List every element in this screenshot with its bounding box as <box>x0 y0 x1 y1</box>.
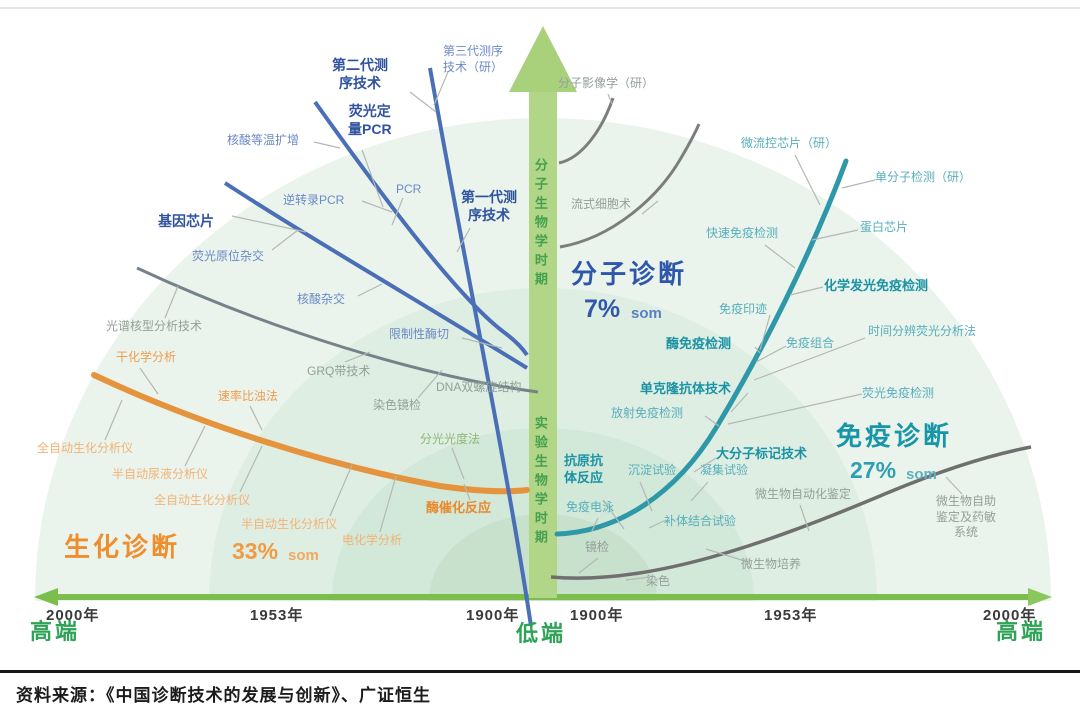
electrochemical-analysis-label: 电化学分析 <box>342 533 403 547</box>
semi-auto-urine-analyzer-label: 半自动尿液分析仪 <box>112 467 209 481</box>
biochem-som-label: som <box>288 547 319 564</box>
radioimmunoassay-label: 放射免疫检测 <box>611 406 684 420</box>
auto-biochem-analyzer-2-label: 全自动生化分析仪 <box>154 493 251 507</box>
molecular-imaging-branch <box>558 97 615 165</box>
immune-branch <box>554 158 849 537</box>
nucleic-acid-hybridization-label: 核酸杂交 <box>297 292 346 306</box>
first-gen-sequencing-label: 第一代测 序技术 <box>461 189 517 224</box>
rapid-immunoassay-label: 快速免疫检测 <box>706 226 779 240</box>
biochem-category-label: 生化诊断 <box>64 532 181 562</box>
microbial-culture-label: 微生物培养 <box>741 557 802 571</box>
biochemical-branch <box>91 372 530 495</box>
axis-year-1953-left: 1953年 <box>250 607 304 624</box>
immunoelectrophoresis-label: 免疫电泳 <box>566 500 615 514</box>
macromolecule-labeling-label: 大分子标记技术 <box>716 446 808 461</box>
era-molecular-label: 分子生物学时期 <box>532 158 548 291</box>
flow-cytometry-branch <box>559 123 701 249</box>
fishbone-curves-canvas <box>0 26 1080 668</box>
staining-microscopy-label: 染色镜检 <box>373 398 422 412</box>
top-rule <box>0 7 1080 9</box>
agglutination-test-label: 凝集试验 <box>700 463 749 477</box>
molecular-share-label: 7% <box>584 295 621 323</box>
immune-category-label: 免疫诊断 <box>836 421 953 451</box>
monoclonal-antibody-label: 单克隆抗体技术 <box>640 381 732 396</box>
label-connectors <box>104 71 963 581</box>
complement-fixation-test-label: 补体结合试验 <box>664 514 737 528</box>
grq-banding-label: GRQ带技术 <box>307 364 371 378</box>
era-experimental-label: 实验生物学时期 <box>532 416 548 549</box>
microfluidic-chip-label: 微流控芯片（研） <box>741 136 838 150</box>
high-end-right-label: 高端 <box>996 619 1047 644</box>
microscopy-label: 镜检 <box>585 540 610 554</box>
chemiluminescence-immunoassay-label: 化学发光免疫检测 <box>824 278 929 293</box>
axis-year-1900-left: 1900年 <box>466 607 520 624</box>
gene-chip-label: 基因芯片 <box>158 213 214 229</box>
dry-chemistry-label: 干化学分析 <box>116 350 177 364</box>
axis-year-1953-right: 1953年 <box>764 607 818 624</box>
time-resolved-fluorescence-label: 时间分辨荧光分析法 <box>868 324 977 338</box>
rt-pcr-label: 逆转录PCR <box>283 193 345 207</box>
spectrophotometry-label: 分光光度法 <box>420 432 481 446</box>
molecular-imaging-label: 分子影像学（研） <box>558 76 655 90</box>
antigen-antibody-reaction-label: 抗原抗 体反应 <box>564 453 604 485</box>
molecular-category-label: 分子诊断 <box>571 259 688 289</box>
source-citation: 资料来源：《中国诊断技术的发展与创新》、广证恒生 <box>16 686 431 705</box>
second-gen-sequencing-label: 第二代测 序技术 <box>332 57 388 92</box>
axis-year-2000-right: 2000年 <box>983 607 1037 624</box>
molecular-som-label: som <box>631 305 662 322</box>
microbial-automated-id-label: 微生物自动化鉴定 <box>755 487 852 501</box>
protein-chip-label: 蛋白芯片 <box>860 220 909 234</box>
microbial-selfservice-id-label: 微生物自助 鉴定及药敏 系统 <box>936 494 997 540</box>
high-end-left-label: 高端 <box>30 619 81 644</box>
precipitation-test-label: 沉淀试验 <box>628 463 677 477</box>
dome-mask <box>0 601 1080 668</box>
semi-auto-biochem-analyzer-label: 半自动生化分析仪 <box>241 517 338 531</box>
auto-biochem-analyzer-label: 全自动生化分析仪 <box>37 441 134 455</box>
enzyme-catalysis-label: 酶催化反应 <box>426 500 492 515</box>
third-gen-sequencing-label: 第三代测序 技术（研） <box>443 44 504 74</box>
qpcr-branch <box>313 100 529 357</box>
pcr-label: PCR <box>396 182 422 196</box>
fish-label: 荧光原位杂交 <box>192 249 265 263</box>
gene-chip-branch <box>223 181 529 370</box>
single-molecule-detection-label: 单分子检测（研） <box>875 170 972 184</box>
spectral-karyotype-label: 光谱核型分析技术 <box>106 319 203 333</box>
isothermal-amplification-label: 核酸等温扩增 <box>227 133 300 147</box>
dna-double-helix-label: DNA双螺旋结构 <box>436 380 522 394</box>
second-gen-sequencing-branch <box>428 67 533 627</box>
axis-year-1900-right: 1900年 <box>570 607 624 624</box>
western-blot-label: 免疫印迹 <box>719 302 768 316</box>
vertical-era-arrow <box>509 26 577 598</box>
restriction-digestion-label: 限制性酶切 <box>389 327 450 341</box>
microbiology-branch <box>550 445 1032 580</box>
axis-year-2000-left: 2000年 <box>46 607 100 624</box>
staining-label: 染色 <box>646 574 671 588</box>
source-divider-rule <box>0 670 1080 673</box>
immune-som-label: som <box>906 466 937 483</box>
biochem-share-label: 33% <box>232 538 279 564</box>
rate-turbidimetry-label: 速率比浊法 <box>218 389 279 403</box>
low-end-center-label: 低端 <box>516 621 567 646</box>
flow-cytometry-label: 流式细胞术 <box>571 197 632 211</box>
enzyme-immunoassay-label: 酶免疫检测 <box>666 336 732 351</box>
immuno-combination-label: 免疫组合 <box>786 336 835 350</box>
fluorescence-immunoassay-label: 荧光免疫检测 <box>862 386 935 400</box>
fluorescent-qpcr-label: 荧光定 量PCR <box>348 103 392 138</box>
immune-share-label: 27% <box>850 457 897 483</box>
